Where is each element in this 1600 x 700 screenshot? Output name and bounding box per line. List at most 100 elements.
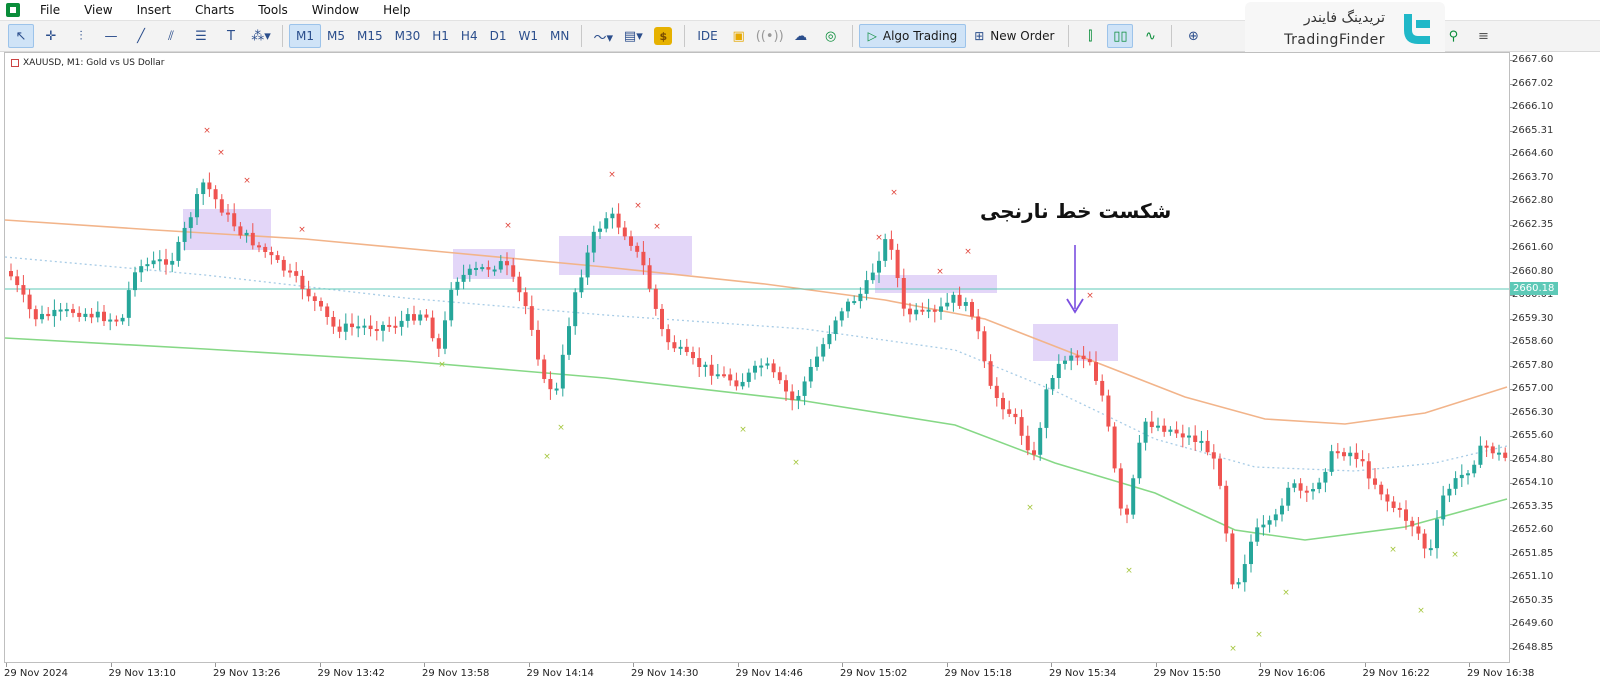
candle-body [920,309,925,312]
signal-icon[interactable]: ((•)) [755,28,784,44]
candlestick-icon[interactable]: ▯▯ [1107,24,1134,48]
candle-body [1112,426,1117,469]
timeframe-h1[interactable]: H1 [432,29,449,43]
more-icon[interactable]: ≡ [1477,28,1489,44]
candle-body [1317,482,1322,490]
vps-icon[interactable]: ◎ [824,28,837,44]
swing-high-marker: × [653,222,661,232]
trendline-icon[interactable]: ╱ [137,28,145,44]
candle-body [1298,483,1303,491]
price-label: 2663.70 [1512,171,1554,183]
candle-body [399,320,404,327]
timeframe-h4[interactable]: H4 [460,29,478,43]
cursor-icon[interactable]: ↖ [8,24,34,48]
menu-tools[interactable]: Tools [258,3,288,17]
chart-title: XAUUSD, M1: Gold vs US Dollar [11,58,165,68]
horizontal-line-icon[interactable]: — [104,28,118,44]
price-label: 2664.60 [1512,148,1554,159]
timeframe-w1[interactable]: W1 [518,29,538,43]
candle-body [374,329,379,332]
candle-body [1230,533,1235,585]
app-icon [6,3,20,17]
candle-body [1180,433,1185,438]
timeframe-m30[interactable]: M30 [394,29,421,43]
candle-body [505,261,509,266]
indicators-icon[interactable]: 〜▾ [593,30,614,46]
candle-body [585,252,590,278]
algo-trading-button[interactable]: ▷ Algo Trading [858,24,967,48]
price-label: 2654.10 [1512,477,1554,488]
candle-body [1453,478,1458,489]
zoom-in-icon[interactable]: ⊕ [1187,28,1199,44]
candle-body [926,309,931,312]
candle-body [691,352,695,359]
candle-body [1075,355,1080,358]
price-tick [1510,295,1514,296]
timeframe-d1[interactable]: D1 [489,29,507,43]
price-label: 2656.30 [1512,406,1554,418]
menu-view[interactable]: View [84,3,113,17]
price-tick [1510,436,1514,437]
candle-body [1038,427,1043,455]
price-tick [1510,130,1514,132]
candle-body [343,323,348,332]
candle-body [554,388,559,391]
candle-body [226,212,230,215]
text-icon[interactable]: T [227,28,235,44]
candle-body [852,301,857,304]
cloud-icon[interactable]: ☁ [794,28,808,44]
shapes-icon[interactable]: ⁂▾ [251,28,271,44]
tools-icon[interactable]: ⚲ [1448,28,1459,44]
time-axis[interactable]: 29 Nov 2024 29 Nov 13:10 29 Nov 13:26 29 No… [0,663,1600,700]
bar-chart-icon[interactable]: ⫿ [1088,28,1093,44]
menu-charts[interactable]: Charts [195,3,235,17]
candle-body [1013,413,1018,418]
vertical-line-icon[interactable]: ⫶ [79,28,83,44]
time-label: 29 Nov 14:30 [631,668,699,679]
timeframe-m15[interactable]: M15 [357,29,383,43]
price-axis[interactable]: 2667.60 2667.02 2666.10 2665.31 2664.60 2663.… [1510,52,1600,663]
candle-body [58,309,63,312]
candle-body [567,326,571,355]
candle-body [21,285,26,295]
lock-icon[interactable]: ▣ [732,28,745,44]
new-order-button[interactable]: ⊞ New Order [974,29,1055,43]
candle-body [1416,526,1421,534]
fibonacci-icon[interactable]: ☰ [195,28,207,44]
time-tick [319,663,321,667]
candle-body [970,302,974,317]
swing-high-marker: × [1086,291,1094,301]
candle-body [877,260,881,273]
candle-body [1081,355,1086,360]
candle-body [1224,485,1229,534]
menu-file[interactable]: File [40,3,61,17]
price-label: 2659.30 [1512,312,1554,324]
gold-icon[interactable]: $ [650,24,676,48]
play-icon: ▷ [867,29,877,43]
candle-body [622,227,627,237]
candle-body [1025,435,1030,451]
crosshair-icon[interactable]: ✛ [45,28,57,44]
price-chart[interactable]: × × × × × × × × × × × × × × × × × × × × × × × × × × XAUUSD, M1: G… [4,52,1510,663]
candle-body [188,217,193,228]
timeframe-mn[interactable]: MN [549,29,570,43]
candle-body [579,277,584,293]
candle-body [666,329,671,343]
swing-high-marker: × [890,188,898,198]
ide-button[interactable]: IDE [697,29,718,43]
menu-help[interactable]: Help [383,3,411,17]
candle-body [765,363,770,366]
menu-insert[interactable]: Insert [136,3,171,17]
timeframe-m5[interactable]: M5 [327,29,345,43]
candle-body [684,346,689,353]
templates-icon[interactable]: ▤▾ [623,28,643,44]
candle-body [1131,478,1136,515]
timeframe-m1[interactable]: M1 [289,24,321,48]
channel-icon[interactable]: ⫽ [168,28,174,44]
candle-body [1503,452,1508,458]
candle-body [1360,459,1365,462]
candle-body [864,280,869,294]
candle-body [821,344,826,357]
line-chart-icon[interactable]: ∿ [1144,28,1156,44]
menu-window[interactable]: Window [311,3,360,17]
